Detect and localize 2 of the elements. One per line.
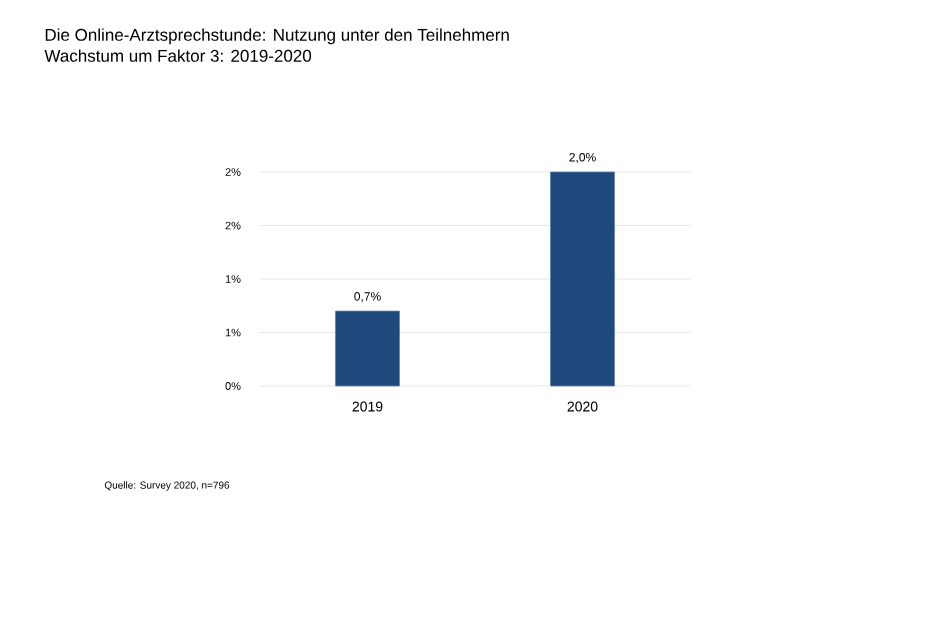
chart-subtitle: Wachstum um Faktor 3: 2019-2020 [44,49,312,62]
chart-title: Die Online-Arztsprechstunde: Nutzung unter den Teilnehmern [45,28,509,45]
